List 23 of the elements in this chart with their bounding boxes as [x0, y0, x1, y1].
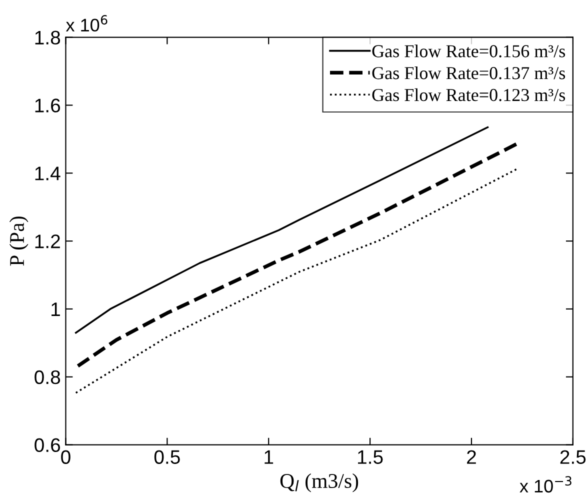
x-tick-label: 1 [264, 450, 274, 464]
line-series [74, 167, 520, 394]
legend-label: Gas Flow Rate=0.137 m³/s [372, 66, 566, 80]
x-tick-label: 0.5 [154, 450, 180, 464]
x-axis-title: Q$_{l}$ (m3/s) [280, 473, 358, 492]
y-tick-label: 1.6 [35, 98, 60, 112]
y-axis-title: P (Pa) [9, 216, 28, 266]
legend-label: Gas Flow Rate=0.156 m³/s [372, 44, 566, 58]
y-tick-label: 0.8 [34, 370, 60, 384]
y-tick-label: 1 [52, 302, 60, 316]
x-tick-label: 1.5 [358, 450, 383, 464]
text: x 10$^{6}$ [66, 15, 108, 32]
line-series [74, 126, 489, 334]
legend-label: Gas Flow Rate=0.123 m³/s [372, 88, 566, 102]
text: x 10$^{−3}$ [520, 476, 572, 493]
x-tick-label: 0 [61, 450, 70, 464]
x-tick-label: 2 [467, 450, 476, 464]
y-tick-label: 1.4 [35, 166, 60, 180]
y-tick-label: 1.8 [35, 30, 60, 45]
x-tick-label: 2.5 [560, 450, 586, 464]
y-tick-label: 0.6 [34, 438, 60, 452]
y-tick-label: 1.2 [35, 234, 60, 248]
line-series [76, 141, 520, 368]
